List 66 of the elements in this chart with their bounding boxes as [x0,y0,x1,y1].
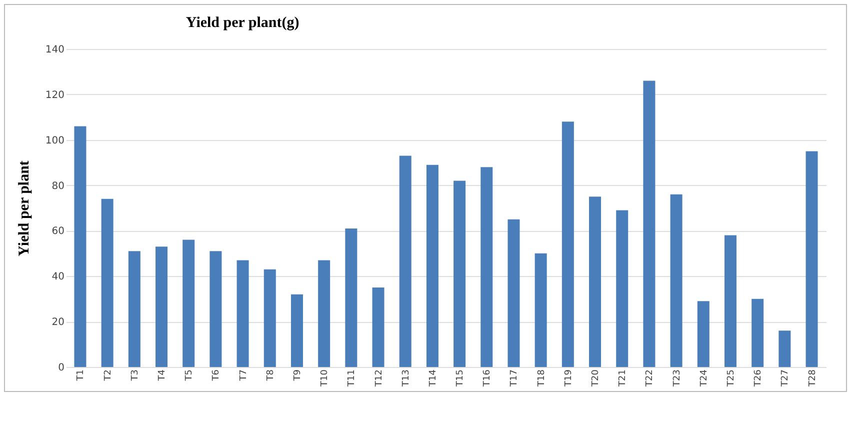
x-tick-label: T20 [591,369,602,388]
y-tick-label: 140 [45,44,64,56]
bar [643,80,656,367]
bar [264,269,276,367]
x-tick-label: T7 [238,370,249,382]
x-tick-label: T9 [292,369,303,382]
bar [156,246,168,367]
x-tick-label: T2 [103,370,114,382]
x-tick-label: T19 [564,369,574,388]
x-tick-label: T8 [266,369,276,382]
y-axis-title: Yield per plant [16,160,32,256]
x-tick-label: T21 [618,370,628,388]
bar [345,228,358,367]
bar [616,210,628,367]
bar [589,196,602,367]
bar [480,167,493,367]
bar [290,294,303,367]
bar [724,235,736,367]
y-tick-label: 0 [58,362,64,374]
x-tick-label: T25 [726,370,736,388]
y-tick-label: 20 [52,317,64,328]
bar [236,260,249,367]
bar [182,240,195,367]
x-tick-label: T23 [672,370,682,388]
bar [752,298,764,367]
x-tick-label: T13 [401,370,412,388]
bar [74,126,86,367]
y-tick-label: 80 [52,180,64,192]
bar [426,164,438,367]
bar [534,253,547,367]
bar [806,151,818,367]
x-tick-label: T26 [754,369,764,388]
x-tick-label: T22 [645,370,656,388]
y-tick-label: 100 [45,135,64,146]
x-tick-label: T16 [482,369,493,388]
bar [399,156,412,367]
y-tick-label: 120 [45,90,64,101]
bar [372,288,384,367]
x-tick-label: T12 [374,370,384,388]
x-tick-label: T4 [158,369,168,382]
x-tick-label: T11 [347,370,358,388]
x-tick-label: T28 [808,369,818,388]
x-tick-label: T17 [510,370,520,388]
y-tick-label: 60 [52,226,64,238]
x-tick-label: T24 [699,369,710,388]
bar [562,122,574,367]
bar [670,194,682,367]
x-tick-label: T6 [212,369,222,382]
bar [101,198,114,367]
x-tick-label: T10 [320,369,330,388]
x-tick-label: T1 [76,370,86,382]
chart-title: Yield per plant(g) [186,15,300,31]
bar [210,251,222,367]
bar [697,301,710,367]
bar [454,180,466,367]
x-tick-label: T14 [428,369,438,388]
x-tick-label: T27 [780,370,791,388]
x-tick-label: T15 [456,370,466,388]
x-tick-label: T5 [184,370,195,382]
bar [508,219,520,367]
bar [128,251,140,367]
bar [778,330,791,367]
y-tick-label: 40 [52,272,64,283]
x-tick-label: T3 [130,370,140,382]
bar [318,260,330,367]
x-tick-label: T18 [536,369,547,388]
